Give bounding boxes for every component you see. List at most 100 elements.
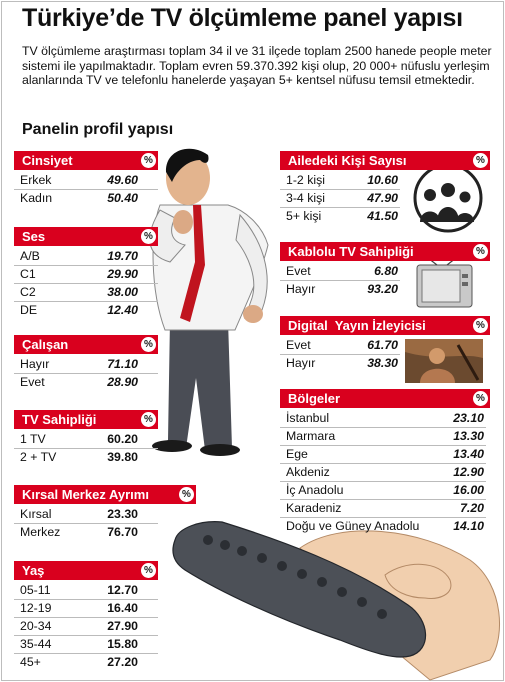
row-value: 61.70: [367, 338, 398, 352]
panel-title: Yaş: [22, 563, 45, 578]
panel-title: Digital Yayın İzleyicisi: [288, 318, 426, 333]
row-label: 35-44: [20, 637, 52, 651]
row-value: 14.10: [453, 519, 484, 533]
percent-icon: %: [473, 244, 488, 259]
row-label: İç Anadolu: [286, 483, 344, 497]
table-row: Evet 61.70: [280, 337, 400, 355]
table-row: Hayır 38.30: [280, 355, 400, 372]
row-label: Hayır: [286, 356, 316, 370]
section-subtitle: Panelin profil yapısı: [22, 121, 174, 138]
table-row: C1 29.90: [14, 266, 158, 284]
row-label: A/B: [20, 249, 40, 263]
row-label: Erkek: [20, 173, 52, 187]
table-row: Erkek 49.60: [14, 172, 158, 190]
table-row: Ege 13.40: [280, 446, 486, 464]
table-row: DE 12.40: [14, 302, 158, 319]
table-row: 5+ kişi 41.50: [280, 208, 400, 225]
panel-title: Ses: [22, 229, 46, 244]
panel-kablolu-tv: Kablolu TV Sahipliği% Evet 6.80 Hayır 93.2…: [280, 242, 490, 298]
row-label: Evet: [286, 264, 311, 278]
row-value: 16.00: [453, 483, 484, 497]
table-row: 45+ 27.20: [14, 654, 158, 671]
table-row: 20-34 27.90: [14, 618, 158, 636]
row-label: 3-4 kişi: [286, 191, 325, 205]
percent-icon: %: [473, 153, 488, 168]
row-value: 60.20: [107, 432, 138, 446]
table-row: 1 TV 60.20: [14, 431, 158, 449]
row-label: Hayır: [286, 282, 316, 296]
table-row: 3-4 kişi 47.90: [280, 190, 400, 208]
table-row: Marmara 13.30: [280, 428, 486, 446]
row-value: 41.50: [367, 209, 398, 223]
row-label: 1 TV: [20, 432, 46, 446]
row-label: Ege: [286, 447, 308, 461]
panel-digital-yayin: Digital Yayın İzleyicisi% Evet 61.70 Hayı…: [280, 316, 490, 372]
row-label: Hayır: [20, 357, 50, 371]
row-label: C1: [20, 267, 36, 281]
row-label: 2 + TV: [20, 450, 57, 464]
row-value: 50.40: [107, 191, 138, 205]
panel-bolgeler: Bölgeler% İstanbul 23.10 Marmara 13.30 Ege…: [280, 389, 490, 535]
row-value: 16.40: [107, 601, 138, 615]
panel-title: Bölgeler: [288, 391, 341, 406]
row-label: C2: [20, 285, 36, 299]
row-value: 39.80: [107, 450, 138, 464]
row-value: 6.80: [374, 264, 398, 278]
table-row: 1-2 kişi 10.60: [280, 172, 400, 190]
panel-cinsiyet: Cinsiyet% Erkek 49.60 Kadın 50.40: [14, 151, 158, 207]
row-label: İstanbul: [286, 411, 330, 425]
table-row: Kadın 50.40: [14, 190, 158, 207]
intro-paragraph: TV ölçümleme araştırması toplam 34 il ve…: [22, 44, 492, 88]
table-row: İstanbul 23.10: [280, 410, 486, 428]
row-value: 10.60: [367, 173, 398, 187]
row-value: 7.20: [460, 501, 484, 515]
panel-title: Cinsiyet: [22, 153, 73, 168]
row-label: Kırsal: [20, 507, 52, 521]
table-row: 05-11 12.70: [14, 582, 158, 600]
table-row: 2 + TV 39.80: [14, 449, 158, 466]
table-row: 12-19 16.40: [14, 600, 158, 618]
row-value: 29.90: [107, 267, 138, 281]
row-label: 12-19: [20, 601, 52, 615]
panel-calisan: Çalışan% Hayır 71.10 Evet 28.90: [14, 335, 158, 391]
percent-icon: %: [141, 337, 156, 352]
table-row: Evet 6.80: [280, 263, 400, 281]
table-row: Evet 28.90: [14, 374, 158, 391]
percent-icon: %: [141, 229, 156, 244]
panel-title: Kablolu TV Sahipliği: [288, 244, 414, 259]
table-row: A/B 19.70: [14, 248, 158, 266]
row-value: 13.40: [453, 447, 484, 461]
row-label: Merkez: [20, 525, 61, 539]
row-label: Akdeniz: [286, 465, 330, 479]
row-label: Marmara: [286, 429, 336, 443]
row-value: 27.20: [107, 655, 138, 669]
row-value: 15.80: [107, 637, 138, 651]
table-row: İç Anadolu 16.00: [280, 482, 486, 500]
page-title: Türkiye’de TV ölçümleme panel yapısı: [22, 4, 463, 32]
row-value: 23.10: [453, 411, 484, 425]
row-value: 23.30: [107, 507, 138, 521]
row-value: 28.90: [107, 375, 138, 389]
row-value: 71.10: [107, 357, 138, 371]
row-value: 76.70: [107, 525, 138, 539]
panel-tv-sahipligi: TV Sahipliği% 1 TV 60.20 2 + TV 39.80: [14, 410, 158, 466]
panel-title: Kırsal Merkez Ayrımı: [22, 487, 149, 502]
row-label: Kadın: [20, 191, 53, 205]
table-row: Hayır 93.20: [280, 281, 400, 298]
percent-icon: %: [141, 153, 156, 168]
panel-title: Ailedeki Kişi Sayısı: [288, 153, 407, 168]
panel-title: Çalışan: [22, 337, 69, 352]
table-row: 35-44 15.80: [14, 636, 158, 654]
row-value: 49.60: [107, 173, 138, 187]
row-value: 13.30: [453, 429, 484, 443]
row-label: 5+ kişi: [286, 209, 322, 223]
percent-icon: %: [141, 412, 156, 427]
row-value: 12.90: [453, 465, 484, 479]
row-value: 27.90: [107, 619, 138, 633]
row-label: 20-34: [20, 619, 52, 633]
row-label: Evet: [20, 375, 45, 389]
row-label: DE: [20, 303, 38, 317]
row-label: 45+: [20, 655, 41, 669]
row-label: Doğu ve Güney Anadolu: [286, 519, 420, 533]
